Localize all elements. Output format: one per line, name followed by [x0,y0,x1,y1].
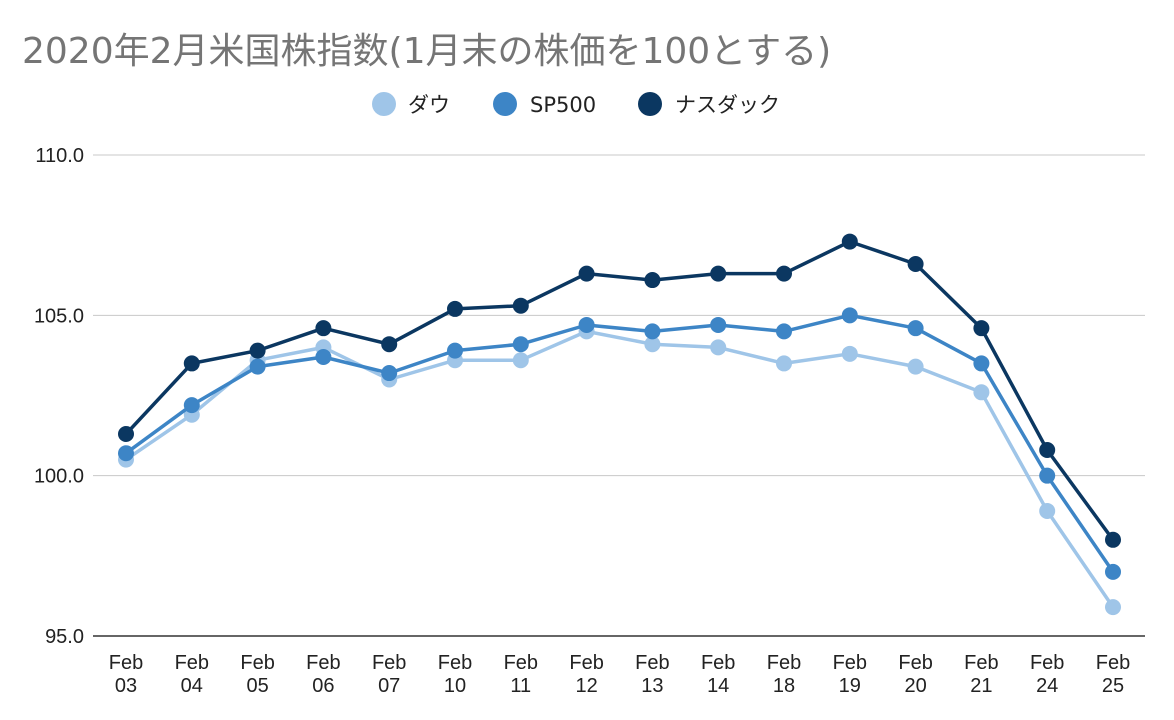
data-point [578,316,595,333]
x-tick-label: Feb [504,652,538,674]
data-point [776,265,792,282]
x-tick-label: 11 [510,675,531,697]
series-line [124,239,1115,542]
x-tick-label: 13 [641,675,663,697]
data-point [1105,531,1121,548]
data-point [710,339,727,356]
data-point [118,445,134,462]
data-point [973,320,990,337]
data-point [644,323,661,340]
x-tick-label: Feb [635,652,669,674]
x-tick-label: Feb [964,652,998,674]
data-point [512,336,529,353]
data-point [512,297,529,314]
data-point [710,265,727,282]
x-tick-label: Feb [306,652,340,674]
x-tick-label: 25 [1102,675,1124,697]
x-tick-label: 03 [115,675,137,697]
data-point [447,300,463,317]
series-1 [118,323,1121,616]
data-point [578,265,595,282]
data-point [512,352,529,369]
data-point [776,355,792,372]
x-tick-label: Feb [701,652,735,674]
data-point [644,272,661,289]
y-axis-ticks: 95.0 100.0 105.0 110.0 [34,145,84,648]
data-point [118,425,134,442]
x-tick-label: 07 [378,675,400,697]
legend-label: ダウ [408,93,450,117]
grid-lines [93,154,1145,637]
legend-marker [493,92,517,116]
data-point [1039,467,1056,484]
chart-title: 2020年2月米国株指数(1月末の株価を100とする) [22,31,832,72]
x-tick-label: 06 [312,675,334,697]
x-tick-label: 21 [970,675,992,697]
x-tick-label: 10 [444,675,466,697]
series-3 [118,233,1121,548]
legend-label: SP500 [530,93,596,117]
data-point [644,336,661,353]
legend-item: SP500 [493,92,596,117]
x-tick-label: Feb [175,652,209,674]
data-point [776,323,792,340]
data-point [841,307,858,324]
series-line [124,313,1115,574]
data-point [973,384,990,401]
x-tick-label: Feb [833,652,867,674]
x-tick-label: 04 [181,675,203,697]
x-tick-label: 14 [707,675,729,697]
legend: ダウ SP500 ナスダック [372,92,780,117]
legend-item: ナスダック [638,92,780,117]
data-point [315,349,332,366]
data-point [447,342,463,359]
series-layer [118,233,1121,616]
x-tick-label: Feb [898,652,932,674]
data-point [381,365,398,382]
data-point [1039,502,1056,519]
x-tick-label: Feb [109,652,143,674]
x-tick-label: 18 [773,675,795,697]
x-tick-label: 24 [1036,675,1058,697]
data-point [907,358,924,375]
x-tick-label: Feb [1030,652,1064,674]
x-tick-label: 05 [246,675,268,697]
legend-marker [372,92,396,116]
data-point [841,233,858,250]
x-tick-label: 12 [575,675,597,697]
legend-item: ダウ [372,92,450,117]
data-point [907,320,924,337]
data-point [841,345,858,362]
legend-label: ナスダック [675,93,780,117]
data-point [381,336,398,353]
x-tick-label: Feb [372,652,406,674]
x-tick-label: Feb [569,652,603,674]
y-tick-label: 105.0 [34,305,84,327]
data-point [315,320,332,337]
data-point [1039,442,1056,459]
y-tick-label: 95.0 [45,626,84,648]
data-point [1105,563,1121,580]
data-point [183,397,200,414]
data-point [710,316,727,333]
data-point [973,355,990,372]
x-tick-label: Feb [240,652,274,674]
x-tick-label: Feb [767,652,801,674]
data-point [249,342,266,359]
legend-marker [638,92,662,116]
data-point [249,358,266,375]
x-tick-label: Feb [438,652,472,674]
series-2 [118,307,1121,580]
series-line [124,329,1115,609]
y-tick-label: 110.0 [35,145,84,167]
x-tick-label: 19 [839,675,861,697]
data-point [1105,599,1121,616]
x-axis-ticks: Feb03Feb04Feb05Feb06Feb07Feb10Feb11Feb12… [109,652,1130,697]
x-tick-label: Feb [1096,652,1130,674]
y-tick-label: 100.0 [34,466,84,488]
data-point [183,355,200,372]
x-tick-label: 20 [904,675,926,697]
data-point [907,256,924,273]
